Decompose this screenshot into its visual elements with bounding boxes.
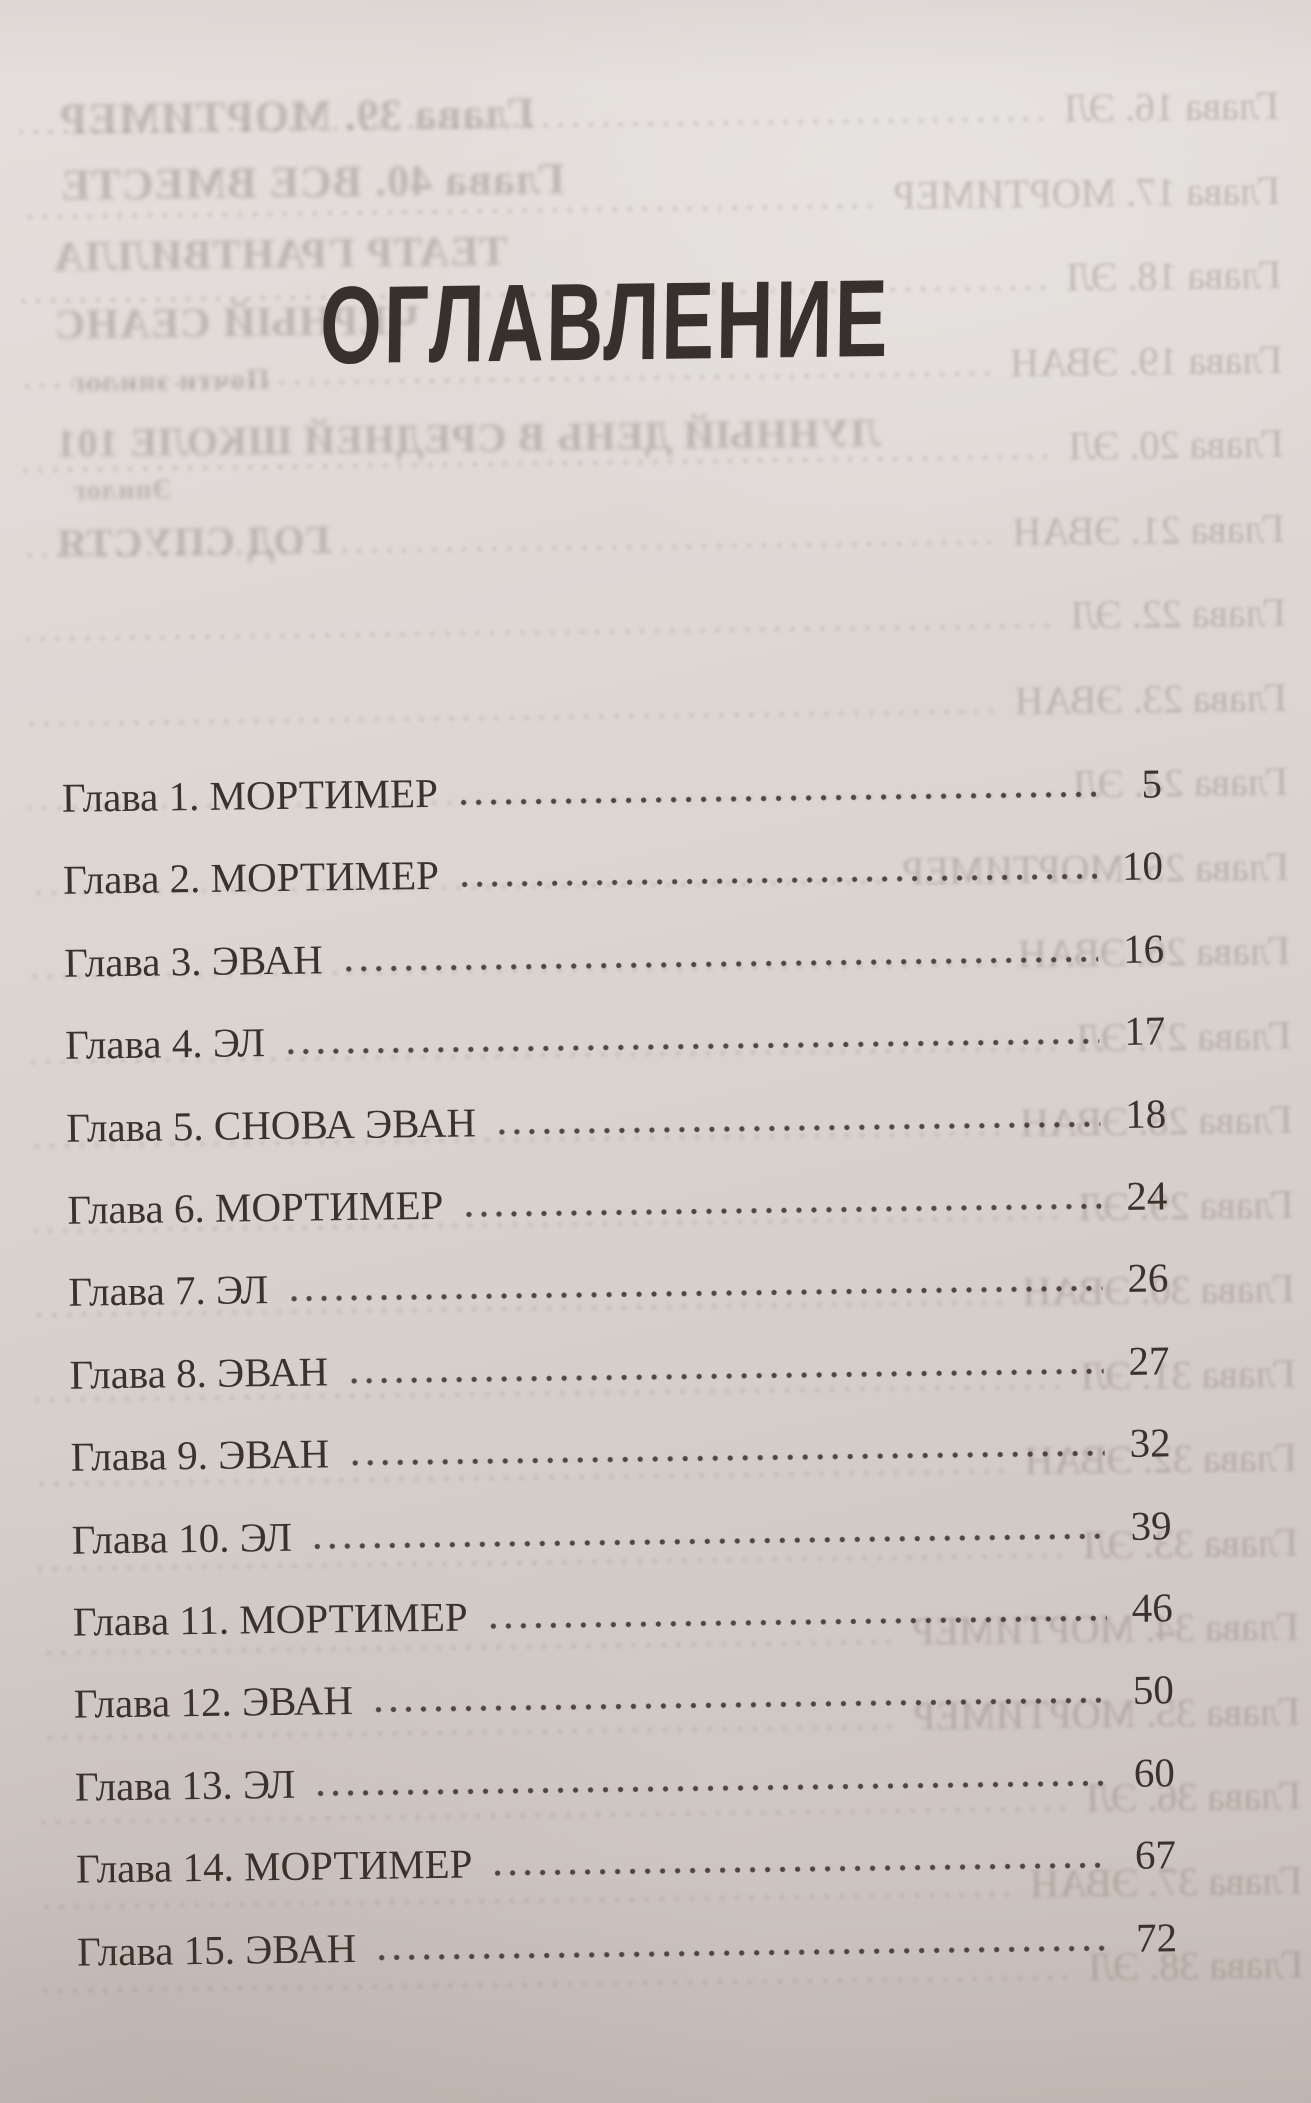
toc-entry-page: 16 [1122,925,1165,972]
showthrough-entry: Глава 23. ЭВАН [17,673,1288,737]
showthrough-dot-leader [23,450,1053,477]
dot-leader [283,1035,1100,1059]
toc-entry: Глава 1. МОРТИМЕР 5 [62,759,1163,821]
toc-entry-label: Глава 15. ЭВАН [76,1924,357,1975]
toc-entry: Глава 11. МОРТИМЕР 46 [72,1583,1173,1645]
toc-entry-label: Глава 4. ЭЛ [64,1019,266,1068]
dot-leader [455,788,1097,809]
toc-entry: Глава 14. МОРТИМЕР 67 [76,1830,1177,1892]
toc-entry: Глава 4. ЭЛ 17 [65,1007,1166,1069]
toc-entry: Глава 8. ЭВАН 27 [69,1336,1170,1398]
dot-leader [313,1776,1110,1800]
dot-leader [374,1941,1112,1964]
toc-entry: Глава 3. ЭВАН 16 [64,924,1165,986]
toc-entry: Глава 10. ЭЛ 39 [71,1501,1172,1563]
showthrough-entry-label: Глава 20. ЭЛ [1068,420,1284,469]
dot-leader [347,1447,1105,1470]
page-title: ОГЛАВЛЕНИЕ [319,256,891,388]
toc-entry-label: Глава 7. ЭЛ [68,1266,269,1316]
showthrough-entry-label: Глава 22. ЭЛ [1070,589,1286,638]
toc-entry: Глава 5. СНОВА ЭВАН 18 [66,1089,1167,1151]
toc-entry-page: 50 [1132,1666,1175,1714]
toc-entry-label: Глава 14. МОРТИМЕР [75,1840,473,1892]
dot-leader [456,870,1098,891]
showthrough-dot-leader [25,619,1055,646]
toc-entry-label: Глава 8. ЭВАН [69,1348,329,1398]
dot-leader [310,1529,1106,1553]
toc-entry-page: 17 [1123,1007,1166,1055]
toc-entry-page: 67 [1134,1831,1177,1878]
toc-entry: Глава 13. ЭЛ 60 [75,1748,1176,1810]
showthrough-header-line: Эпилог [71,474,172,507]
toc-entry: Глава 6. МОРТИМЕР 24 [67,1171,1168,1233]
toc-entry-label: Глава 6. МОРТИМЕР [67,1181,444,1233]
dot-leader [286,1282,1103,1306]
toc-entry-page: 5 [1141,760,1163,807]
showthrough-dot-leader [43,1971,1073,1998]
toc-entry: Глава 15. ЭВАН 72 [77,1913,1178,1975]
toc-entry: Глава 9. ЭВАН 32 [70,1418,1171,1480]
showthrough-entry-label: Глава 17. МОРТИМЕР [893,167,1281,218]
toc-entry-page: 39 [1130,1501,1172,1549]
dot-leader [494,1117,1101,1138]
toc-entry-page: 27 [1128,1337,1170,1384]
showthrough-entry: Глава 16. ЭЛ [9,82,1280,146]
showthrough-dot-leader [24,536,997,561]
showthrough-header-line: ЛУННЫЙ ДЕНЬ В СРЕДНЕЙ ШКОЛЕ 101 [55,410,881,466]
showthrough-header-line: Почти эпилог [70,363,270,399]
toc-entry-label: Глава 1. МОРТИМЕР [61,769,439,821]
toc-entry-page: 26 [1127,1254,1169,1302]
toc-entry-page: 32 [1129,1419,1171,1467]
showthrough-entry: Глава 20. ЭЛ [13,420,1284,484]
toc-entry-label: Глава 2. МОРТИМЕР [62,852,440,904]
toc-entry-page: 46 [1131,1584,1173,1631]
showthrough-entry-label: Глава 23. ЭВАН [1014,674,1288,723]
showthrough-header-line: Глава 40. ВСЕ ВМЕСТЕ [59,154,565,210]
toc-entry-label: Глава 9. ЭВАН [70,1430,330,1480]
showthrough-header-line: Глава 39. МОРТИМЕР [58,88,535,144]
toc-entry-label: Глава 5. СНОВА ЭВАН [66,1098,477,1151]
toc-entry-page: 10 [1121,842,1164,890]
dot-leader [461,1200,1102,1221]
showthrough-dot-leader [19,112,1049,139]
showthrough-entry: Глава 21. ЭВАН [14,504,1285,568]
toc-entry: Глава 2. МОРТИМЕР 10 [63,842,1164,904]
toc-entry-label: Глава 11. МОРТИМЕР [72,1593,468,1645]
toc-list: Глава 1. МОРТИМЕР 5 Глава 2. МОРТИМЕР 10… [0,0,1299,1974]
toc-entry-page: 72 [1135,1913,1178,1961]
dot-leader [490,1859,1111,1880]
toc-entry: Глава 12. ЭВАН 50 [74,1666,1175,1728]
dot-leader [485,1612,1107,1633]
showthrough-entry: Глава 17. МОРТИМЕР [10,166,1281,230]
toc-entry-page: 60 [1133,1749,1176,1796]
showthrough-dot-leader [20,199,878,223]
dot-leader [370,1694,1108,1717]
showthrough-dot-leader [26,704,999,730]
dot-leader [340,953,1099,975]
toc-entry-label: Глава 3. ЭВАН [63,936,324,986]
toc-entry-label: Глава 10. ЭЛ [71,1513,293,1563]
showthrough-entry-label: Глава 16. ЭЛ [1063,82,1280,131]
showthrough-dot-leader [42,1887,1015,1913]
toc-entry: Глава 7. ЭЛ 26 [68,1254,1169,1316]
showthrough-entry-label: Глава 21. ЭВАН [1012,505,1285,554]
showthrough-entry: Глава 22. ЭЛ [15,589,1286,653]
toc-entry-label: Глава 12. ЭВАН [73,1677,354,1728]
dot-leader [346,1364,1104,1387]
showthrough-entry-label: Глава 19. ЭВАН [1009,336,1283,385]
toc-entry-label: Глава 13. ЭЛ [74,1760,296,1810]
toc-entry-page: 18 [1124,1089,1167,1137]
toc-entry-page: 24 [1126,1172,1168,1219]
showthrough-header-line: ГОД СПУСТЯ [56,517,331,566]
showthrough-entry-label: Глава 18. ЭЛ [1066,251,1282,300]
